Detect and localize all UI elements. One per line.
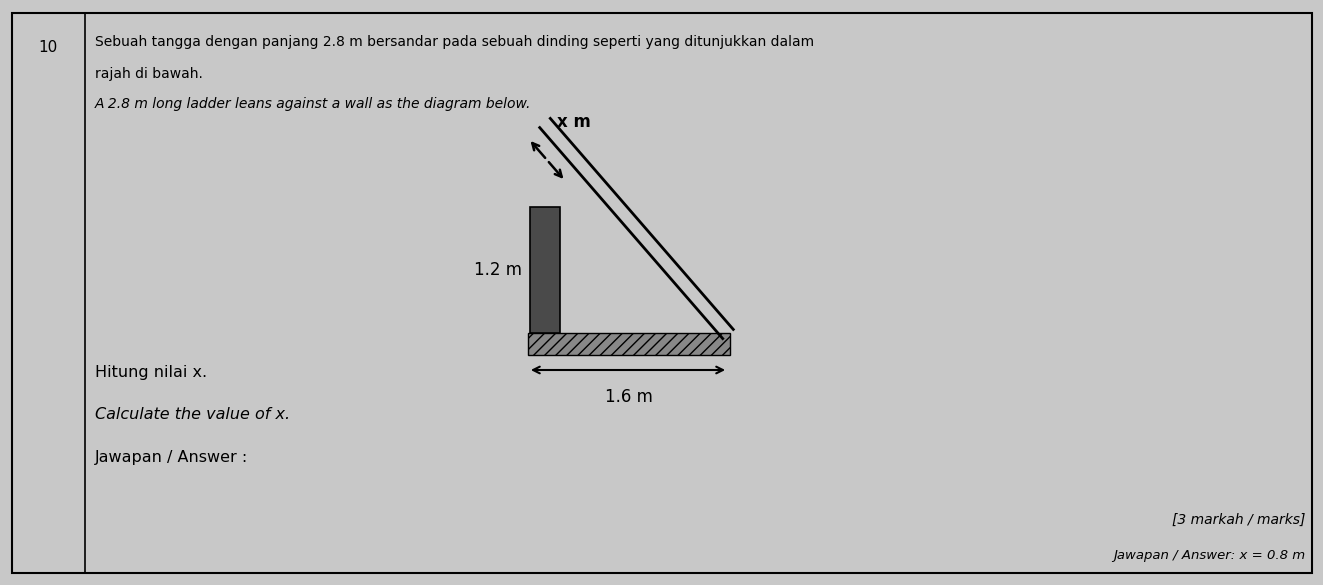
Text: rajah di bawah.: rajah di bawah. — [95, 67, 202, 81]
Bar — [531, 207, 560, 333]
Text: Sebuah tangga dengan panjang 2.8 m bersandar pada sebuah dinding seperti yang di: Sebuah tangga dengan panjang 2.8 m bersa… — [95, 35, 814, 49]
Text: Jawapan / Answer :: Jawapan / Answer : — [95, 450, 249, 465]
Text: Jawapan / Answer: x = 0.8 m: Jawapan / Answer: x = 0.8 m — [1113, 549, 1304, 562]
Text: 1.6 m: 1.6 m — [605, 388, 654, 406]
Text: Hitung nilai x.: Hitung nilai x. — [95, 365, 208, 380]
Text: [3 markah / marks]: [3 markah / marks] — [1172, 513, 1304, 527]
Text: Calculate the value of x.: Calculate the value of x. — [95, 407, 290, 422]
Text: A 2.8 m long ladder leans against a wall as the diagram below.: A 2.8 m long ladder leans against a wall… — [95, 97, 532, 111]
Bar — [528, 333, 730, 355]
Text: 10: 10 — [38, 40, 58, 55]
Text: x m: x m — [557, 113, 590, 131]
Text: 1.2 m: 1.2 m — [474, 261, 523, 279]
